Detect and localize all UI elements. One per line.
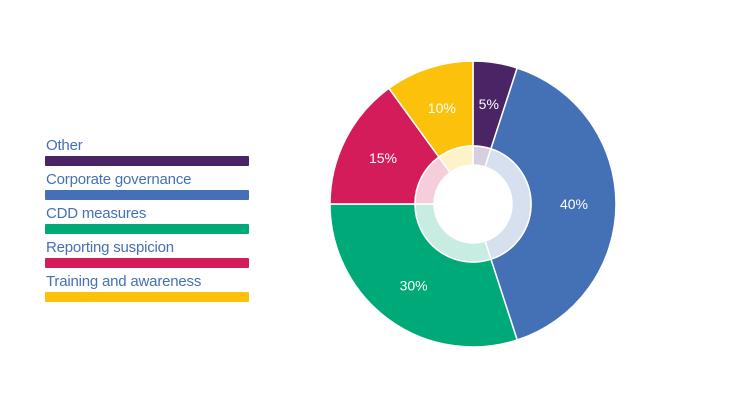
legend-swatch xyxy=(45,292,249,302)
legend: Other Corporate governance CDD measures … xyxy=(45,137,250,307)
legend-item-other: Other xyxy=(45,137,250,171)
legend-label: Other xyxy=(46,137,83,154)
legend-item-corporate-governance: Corporate governance xyxy=(45,171,250,205)
data-label-cdd-measures: 30% xyxy=(400,278,428,294)
legend-label: Training and awareness xyxy=(46,273,202,290)
legend-item-cdd-measures: CDD measures xyxy=(45,205,250,239)
data-label-reporting-suspicion: 15% xyxy=(369,150,397,166)
legend-item-training-and-awareness: Training and awareness xyxy=(45,273,250,307)
data-label-other: 5% xyxy=(479,96,499,112)
legend-swatch xyxy=(45,156,249,166)
data-label-training-and-awareness: 10% xyxy=(428,100,456,116)
legend-label: Corporate governance xyxy=(46,171,192,188)
legend-label: CDD measures xyxy=(46,205,147,222)
legend-swatch xyxy=(45,224,249,234)
legend-swatch xyxy=(45,258,249,268)
legend-item-reporting-suspicion: Reporting suspicion xyxy=(45,239,250,273)
legend-swatch xyxy=(45,190,249,200)
data-label-corporate-governance: 40% xyxy=(560,196,588,212)
legend-label: Reporting suspicion xyxy=(46,239,174,256)
donut-hole xyxy=(434,165,512,243)
